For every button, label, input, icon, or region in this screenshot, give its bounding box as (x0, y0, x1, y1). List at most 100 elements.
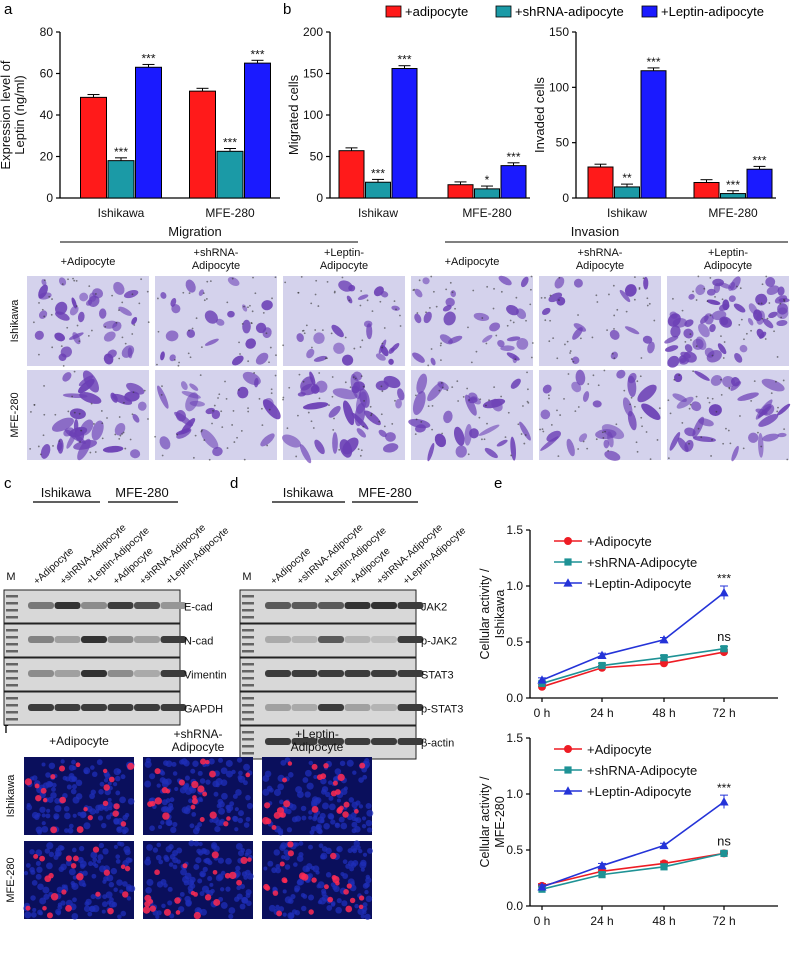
membrane-pore (721, 298, 724, 301)
membrane-pore (548, 340, 551, 343)
ladder-band (6, 643, 18, 646)
nucleus-dapi (39, 806, 46, 813)
stained-cell (698, 418, 714, 427)
membrane-pore (203, 439, 206, 441)
nucleus-edu-positive (245, 772, 251, 778)
y-axis-label-line: Cellular activity / (478, 776, 492, 868)
nucleus-dapi (366, 809, 374, 817)
membrane-pore (504, 436, 507, 439)
micrograph-column-label-line: +Adipocyte (61, 256, 116, 268)
stained-cell (40, 444, 51, 459)
membrane-pore (133, 324, 136, 326)
nucleus-edu-positive (202, 791, 208, 797)
nucleus-dapi (119, 889, 124, 894)
nucleus-dapi (218, 807, 225, 815)
membrane-pore (688, 442, 690, 445)
x-tick-label: 72 h (712, 706, 735, 720)
membrane-pore (586, 447, 589, 450)
nucleus-dapi (46, 842, 54, 850)
stained-cell (357, 294, 369, 300)
membrane-pore (147, 321, 150, 324)
nucleus-dapi (355, 800, 361, 806)
membrane-pore (425, 311, 427, 314)
nucleus-dapi (200, 908, 207, 916)
nucleus-edu-positive (287, 850, 294, 857)
nucleus-dapi (55, 851, 61, 857)
nucleus-edu-positive (287, 841, 294, 848)
stained-cell (414, 424, 426, 433)
stained-cell (232, 355, 244, 366)
ladder-band (6, 663, 18, 666)
membrane-pore (67, 410, 70, 413)
membrane-pore (678, 374, 681, 377)
stained-cell (160, 292, 167, 299)
membrane-pore (154, 435, 157, 438)
stained-cell (171, 304, 181, 314)
significance-label: ** (622, 171, 632, 185)
nucleus-dapi (113, 817, 120, 825)
membrane-pore (33, 403, 36, 406)
nucleus-dapi (197, 822, 203, 828)
nucleus-edu-positive (39, 855, 45, 862)
nucleus-dapi (294, 910, 301, 916)
membrane-pore (549, 294, 552, 297)
nucleus-dapi (70, 788, 77, 795)
nucleus-dapi (117, 914, 122, 920)
nucleus-dapi (202, 849, 207, 854)
nucleus-edu-positive (144, 900, 151, 908)
membrane-pore (54, 413, 57, 416)
nucleus-edu-positive (42, 797, 48, 803)
nucleus-dapi (302, 894, 308, 899)
nucleus-dapi (61, 884, 66, 889)
membrane-pore (690, 339, 692, 341)
nucleus-dapi (268, 904, 276, 912)
nucleus-dapi (41, 825, 49, 833)
membrane-pore (612, 284, 615, 287)
stained-cell (34, 330, 44, 340)
nucleus-dapi (83, 905, 91, 913)
nucleus-edu-positive (59, 796, 67, 804)
stained-cell (352, 371, 363, 381)
nucleus-dapi (246, 802, 254, 809)
nucleus-dapi (362, 852, 368, 857)
membrane-pore (182, 291, 185, 294)
protein-band (291, 738, 318, 745)
membrane-pore (761, 283, 764, 286)
membrane-pore (321, 329, 324, 332)
membrane-pore (574, 410, 577, 413)
stained-cell (776, 320, 788, 327)
membrane-pore (312, 427, 315, 429)
membrane-pore (542, 430, 545, 433)
stained-cell (364, 410, 381, 426)
stained-cell (434, 433, 447, 448)
nucleus-dapi (160, 770, 166, 776)
ladder-band (6, 677, 18, 680)
nucleus-edu-positive (337, 773, 345, 782)
fluorescence-images: +Adipocyte +shRNA-Adipocyte+Leptin-Adipoc… (5, 727, 374, 920)
membrane-pore (115, 321, 118, 324)
stained-cell (739, 344, 748, 353)
blot-row-label: p-JAK2 (421, 636, 457, 648)
nucleus-dapi (90, 765, 95, 770)
membrane-pore (515, 296, 518, 299)
nucleus-dapi (196, 848, 202, 854)
membrane-pore (146, 290, 149, 293)
micrograph-column-label-line: +Leptin- (324, 247, 364, 259)
y-tick-label: 50 (556, 136, 570, 150)
stained-cell (482, 334, 493, 343)
stained-cell (719, 316, 732, 328)
nucleus-dapi (333, 776, 339, 783)
nucleus-dapi (114, 775, 121, 782)
membrane-pore (274, 374, 277, 377)
protein-band (107, 602, 134, 609)
nucleus-dapi (96, 859, 102, 864)
membrane-pore (261, 424, 264, 427)
nucleus-dapi (335, 906, 342, 914)
nucleus-edu-positive (209, 770, 216, 778)
nucleus-dapi (228, 907, 236, 914)
y-axis-label-line: Leptin (ng/ml) (12, 75, 27, 154)
nucleus-edu-positive (33, 853, 39, 859)
membrane-pore (633, 298, 636, 301)
stained-cell (313, 355, 328, 362)
membrane-pore (416, 312, 419, 314)
